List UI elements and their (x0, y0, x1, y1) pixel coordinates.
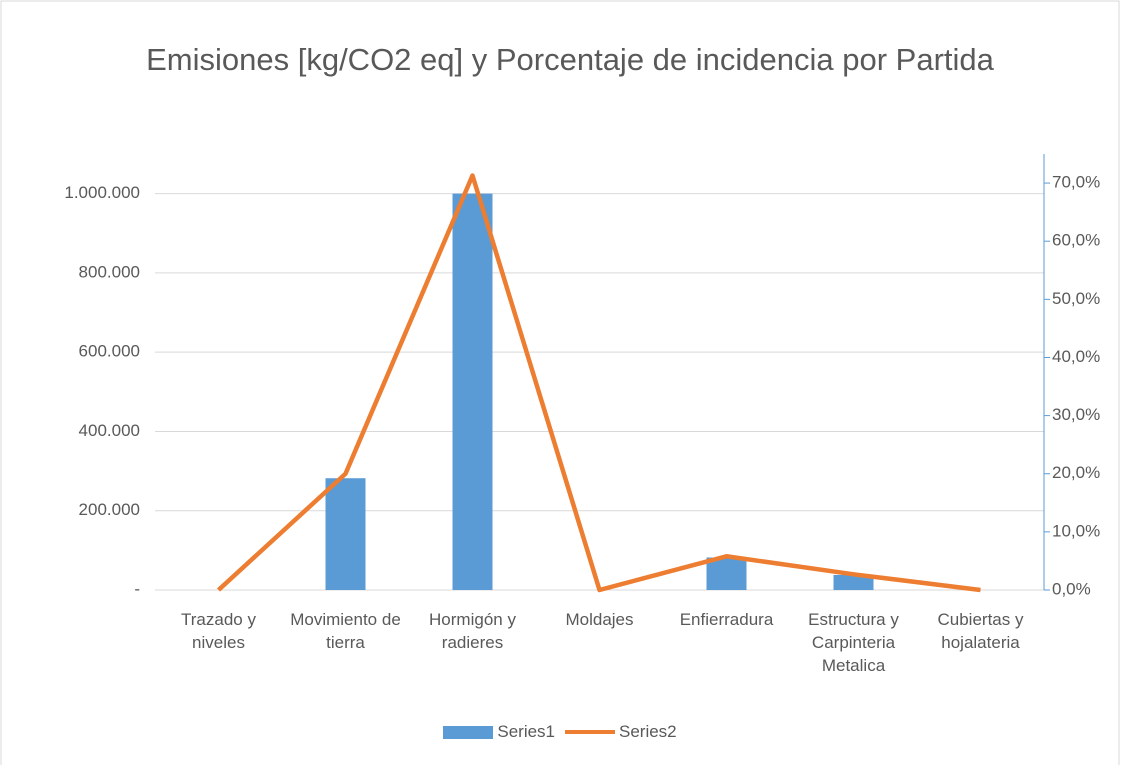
y2-tick-label: 50,0% (1052, 289, 1100, 308)
legend-item: Series1 (443, 722, 555, 742)
x-tick-label: Movimiento de tierra (290, 610, 401, 652)
bar (452, 193, 493, 591)
y2-tick-label: 70,0% (1052, 173, 1100, 192)
x-tick-label: Trazado y niveles (181, 610, 256, 652)
x-tick-label: Moldajes (565, 610, 634, 629)
y2-tick-label: 10,0% (1052, 521, 1100, 540)
line (216, 173, 981, 593)
legend-item: Series2 (565, 722, 677, 742)
x-tick-label: Hormigón y radieres (429, 610, 516, 652)
x-tick-label: Cubiertas y hojalateria (937, 610, 1024, 652)
y-tick-label: - (134, 579, 140, 598)
legend-label: Series1 (497, 722, 555, 741)
y-tick-label: 800.000 (79, 262, 140, 281)
x-tick-label: Enfierradura (679, 610, 774, 629)
bar (325, 478, 366, 590)
bar (706, 557, 747, 590)
chart-title: Emisiones [kg/CO2 eq] y Porcentaje de in… (146, 42, 994, 77)
legend-label: Series2 (619, 722, 677, 741)
y2-tick-label: 20,0% (1052, 463, 1100, 482)
legend: Series1 Series2 (0, 722, 1120, 742)
legend-swatch (565, 730, 615, 734)
y-tick-label: 200.000 (79, 500, 140, 519)
y2-tick-label: 40,0% (1052, 347, 1100, 366)
y-tick-label: 400.000 (79, 421, 140, 440)
y-tick-label: 1.000.000 (64, 183, 140, 202)
x-tick-label: Estructura y Carpinteria Metalica (808, 610, 899, 675)
y2-tick-label: 30,0% (1052, 405, 1100, 424)
y2-tick-label: 60,0% (1052, 231, 1100, 250)
legend-swatch (443, 725, 494, 739)
y-tick-label: 600.000 (79, 342, 140, 361)
bar (833, 574, 874, 590)
y2-tick-label: 0,0% (1052, 579, 1091, 598)
